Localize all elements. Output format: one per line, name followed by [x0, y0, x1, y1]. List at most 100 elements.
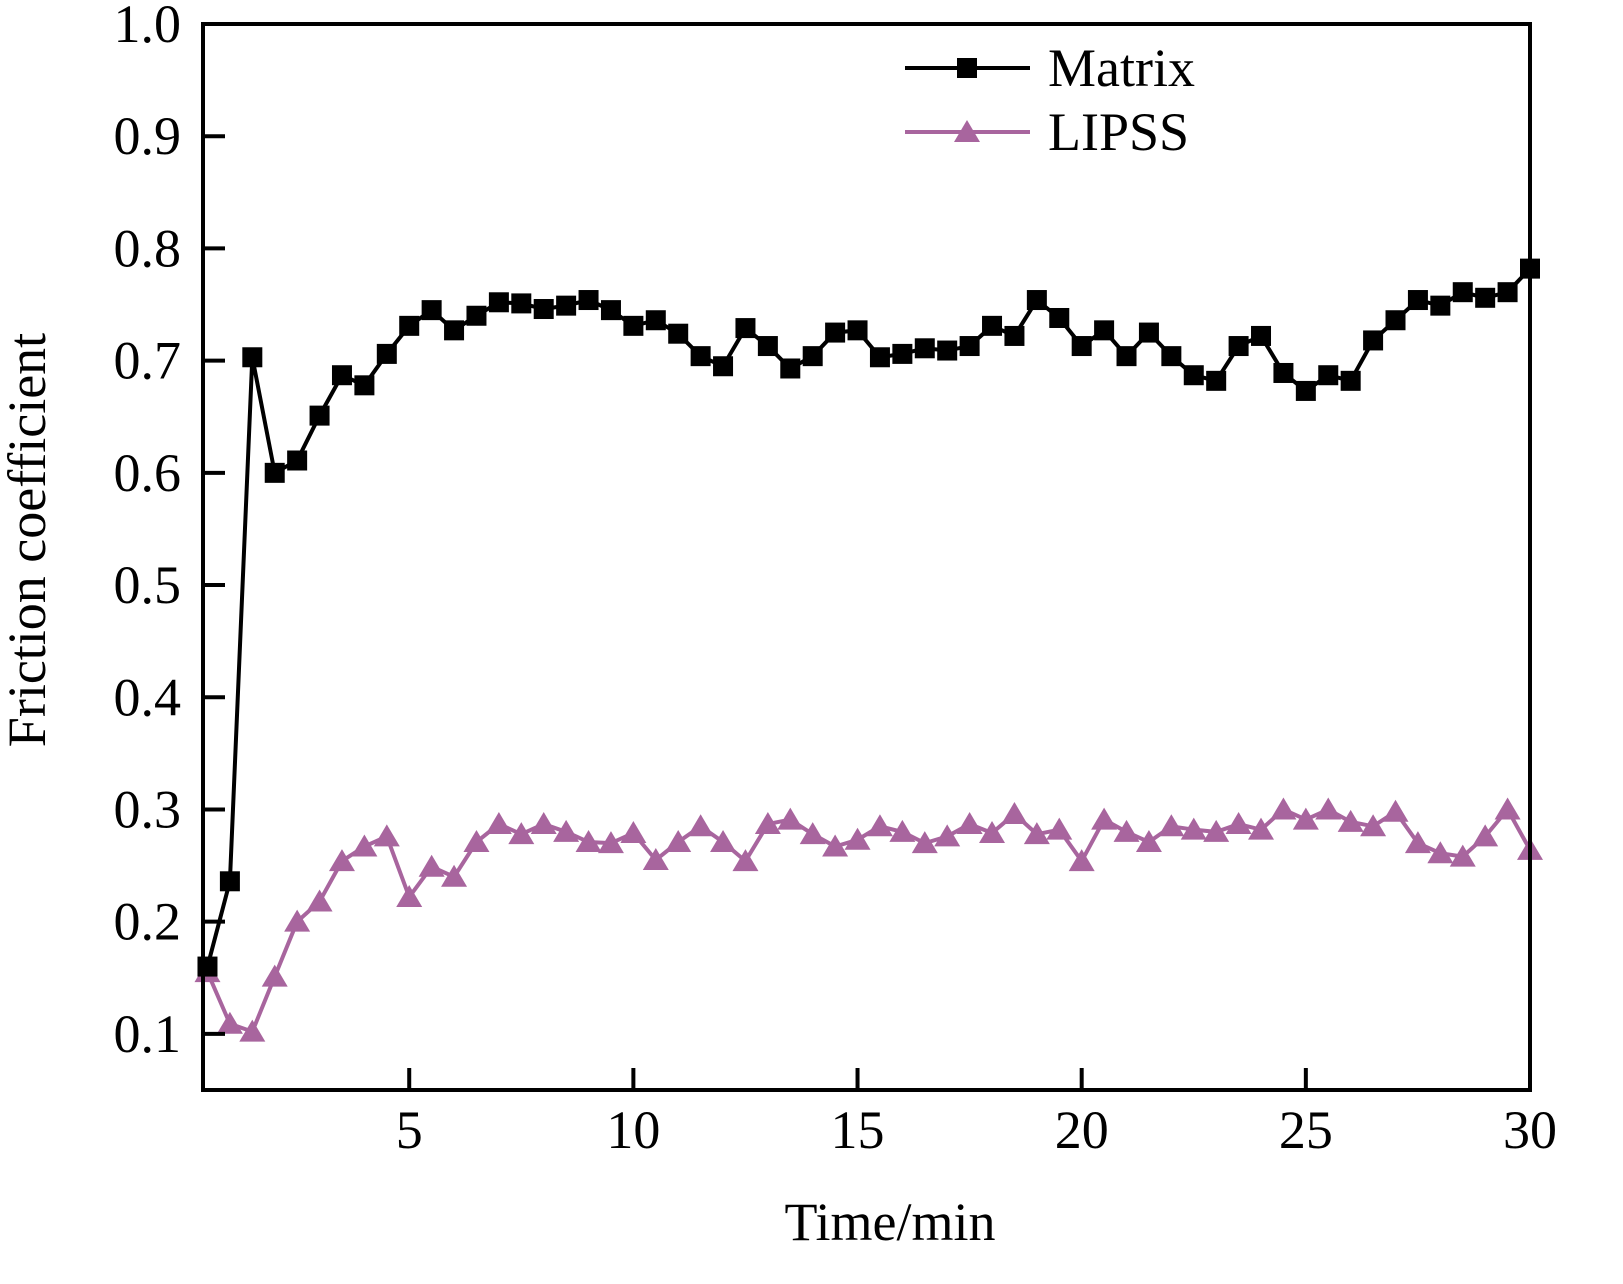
square-marker: [1206, 370, 1227, 391]
x-tick-label: 5: [396, 1100, 423, 1160]
triangle-marker: [1023, 822, 1050, 845]
triangle-marker: [911, 831, 938, 854]
square-marker: [1094, 320, 1115, 341]
square-marker: [959, 336, 980, 357]
triangle-marker: [396, 884, 423, 907]
triangle-marker: [216, 1011, 243, 1034]
triangle-marker: [934, 824, 961, 847]
triangle-marker: [530, 812, 557, 835]
square-marker: [556, 295, 577, 316]
x-axis-label: Time/min: [784, 1192, 995, 1252]
triangle-marker: [1427, 841, 1454, 864]
triangle-marker: [1180, 817, 1207, 840]
square-marker: [444, 320, 465, 341]
triangle-marker: [239, 1019, 266, 1042]
triangle-marker: [732, 849, 759, 872]
square-marker: [802, 346, 823, 367]
square-marker: [780, 358, 801, 379]
triangle-marker: [284, 909, 311, 932]
legend-label: Matrix: [1048, 38, 1195, 98]
triangle-marker: [485, 812, 512, 835]
square-marker: [1430, 295, 1451, 316]
square-marker: [1318, 365, 1339, 386]
square-marker: [219, 871, 240, 892]
square-marker: [1295, 380, 1316, 401]
triangle-marker: [418, 854, 445, 877]
square-marker: [399, 315, 420, 336]
square-marker: [1183, 365, 1204, 386]
triangle-marker: [441, 864, 468, 887]
square-marker: [309, 405, 330, 426]
y-tick-label: 0.9: [114, 106, 182, 166]
triangle-marker: [754, 812, 781, 835]
triangle-marker: [373, 824, 400, 847]
square-marker: [623, 315, 644, 336]
triangle-marker: [306, 889, 333, 912]
series-matrix: [197, 258, 1540, 977]
triangle-marker: [1292, 807, 1319, 830]
square-marker: [533, 299, 554, 320]
triangle-marker: [508, 822, 535, 845]
triangle-marker: [777, 807, 804, 830]
triangle-marker: [1001, 801, 1028, 824]
triangle-marker: [1091, 807, 1118, 830]
triangle-marker: [844, 827, 871, 850]
square-marker: [690, 346, 711, 367]
triangle-marker: [1248, 817, 1275, 840]
square-marker: [466, 305, 487, 326]
square-marker: [1004, 325, 1025, 346]
triangle-marker: [889, 819, 916, 842]
square-marker: [668, 323, 689, 344]
square-marker: [1385, 310, 1406, 331]
square-marker: [1116, 346, 1137, 367]
square-marker: [197, 956, 218, 977]
triangle-marker: [620, 821, 647, 844]
y-axis-label: Friction coefficient: [0, 333, 57, 747]
square-marker: [914, 338, 935, 359]
triangle-marker: [822, 834, 849, 857]
square-marker: [982, 315, 1003, 336]
plot-frame: [201, 22, 1532, 1092]
triangle-marker: [1270, 797, 1297, 820]
square-marker: [937, 340, 958, 361]
square-marker: [735, 318, 756, 339]
square-marker: [287, 450, 308, 471]
square-marker: [1228, 336, 1249, 357]
y-tick-label: 0.6: [114, 443, 182, 503]
square-marker: [1475, 287, 1496, 308]
square-marker: [1363, 330, 1384, 351]
triangle-marker: [710, 830, 737, 853]
triangle-marker: [1135, 830, 1162, 853]
square-marker: [1497, 282, 1518, 303]
square-marker: [645, 310, 666, 331]
square-marker: [1452, 282, 1473, 303]
triangle-marker: [799, 822, 826, 845]
square-marker: [1071, 336, 1092, 357]
triangle-marker: [866, 814, 893, 837]
square-marker: [1407, 290, 1428, 311]
legend-label: LIPSS: [1048, 102, 1189, 162]
square-marker: [757, 336, 778, 357]
y-tick-label: 1.0: [114, 0, 182, 54]
triangle-marker: [328, 849, 355, 872]
square-marker: [1251, 325, 1272, 346]
triangle-marker: [956, 812, 983, 835]
square-marker: [354, 375, 375, 396]
square-marker: [869, 347, 890, 368]
y-tick-label: 0.7: [114, 331, 182, 391]
square-marker: [421, 300, 442, 321]
square-marker: [713, 356, 734, 377]
y-tick-label: 0.5: [114, 555, 182, 615]
y-tick-label: 0.1: [114, 1004, 182, 1064]
triangle-marker: [1337, 809, 1364, 832]
square-marker: [1161, 346, 1182, 367]
square-marker: [1049, 307, 1070, 328]
triangle-marker: [597, 831, 624, 854]
series-line: [205, 805, 1532, 1035]
triangle-marker: [1472, 824, 1499, 847]
triangle-marker: [1404, 831, 1431, 854]
triangle-marker: [463, 830, 490, 853]
square-marker: [1273, 362, 1294, 383]
series-lipss: [194, 797, 1543, 1042]
triangle-marker: [1158, 814, 1185, 837]
